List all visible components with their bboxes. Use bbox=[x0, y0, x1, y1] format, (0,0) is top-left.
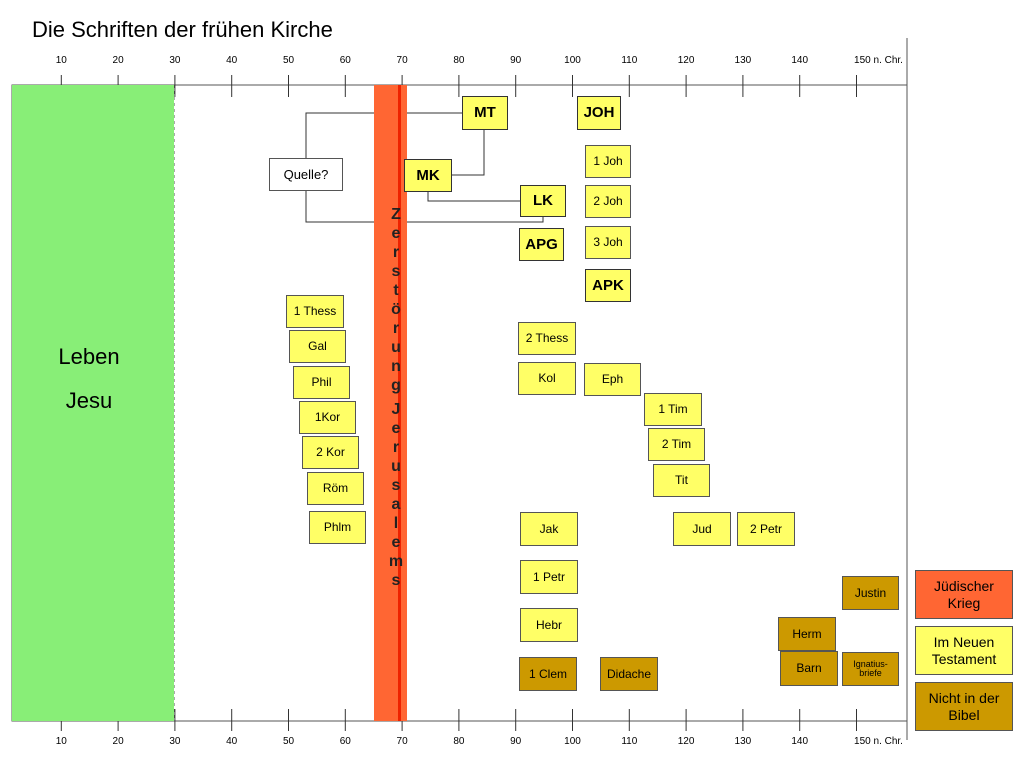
life-of-jesus-line2: Jesu bbox=[65, 388, 113, 413]
tick-label-bottom-30: 30 bbox=[169, 736, 181, 747]
writing-box-mk: MK bbox=[404, 159, 452, 192]
legend-item-war: Jüdischer Krieg bbox=[915, 570, 1013, 619]
writing-box-2joh: 2 Joh bbox=[585, 185, 631, 218]
tick-label-top-40: 40 bbox=[226, 55, 238, 66]
life-of-jesus-label: Leben Jesu bbox=[12, 335, 166, 423]
destruction-year-line bbox=[398, 85, 401, 721]
axis-ticks-top bbox=[60, 75, 857, 97]
writing-box-tit: Tit bbox=[653, 464, 710, 497]
dependency-lines bbox=[305, 112, 544, 223]
writing-box-barn: Barn bbox=[780, 651, 838, 686]
writing-box-kol: Kol bbox=[518, 362, 576, 395]
tick-label-top-140: 140 bbox=[791, 55, 809, 66]
tick-label-top-150: 150 n. Chr. bbox=[854, 55, 903, 66]
line-mk-mt bbox=[452, 130, 485, 176]
writing-box-justin: Justin bbox=[842, 576, 899, 610]
tick-label-top-80: 80 bbox=[453, 55, 465, 66]
writing-box-mt: MT bbox=[462, 96, 508, 130]
tick-label-top-130: 130 bbox=[734, 55, 752, 66]
writing-box-3joh: 3 Joh bbox=[585, 226, 631, 259]
writing-box-phlm: Phlm bbox=[309, 511, 366, 544]
writing-box-roem: Röm bbox=[307, 472, 364, 505]
tick-label-top-110: 110 bbox=[621, 55, 638, 66]
tick-label-top-30: 30 bbox=[169, 55, 181, 66]
tick-label-top-100: 100 bbox=[564, 55, 581, 66]
writing-box-jak: Jak bbox=[520, 512, 578, 546]
tick-label-top-20: 20 bbox=[112, 55, 124, 66]
writing-box-didache: Didache bbox=[600, 657, 658, 691]
tick-label-bottom-10: 10 bbox=[55, 736, 67, 747]
line-quelle-mt bbox=[305, 112, 462, 162]
writing-box-1petr: 1 Petr bbox=[520, 560, 578, 594]
tick-label-top-90: 90 bbox=[510, 55, 522, 66]
writing-box-2thess: 2 Thess bbox=[518, 322, 576, 355]
tick-label-bottom-60: 60 bbox=[339, 736, 351, 747]
writing-box-ignatiusbriefe: Ignatius-briefe bbox=[842, 652, 899, 686]
tick-label-top-120: 120 bbox=[677, 55, 695, 66]
writing-box-apg: APG bbox=[519, 228, 564, 261]
legend-item-new-testament: Im Neuen Testament bbox=[915, 626, 1013, 675]
tick-label-bottom-40: 40 bbox=[226, 736, 238, 747]
tick-label-bottom-140: 140 bbox=[791, 736, 809, 747]
writing-box-gal: Gal bbox=[289, 330, 346, 363]
writing-box-1thess: 1 Thess bbox=[286, 295, 344, 328]
tick-label-bottom-90: 90 bbox=[510, 736, 522, 747]
source-box-quelle: Quelle? bbox=[269, 158, 343, 191]
writing-box-2petr: 2 Petr bbox=[737, 512, 795, 546]
writing-box-lk: LK bbox=[520, 185, 566, 217]
diagram-title: Die Schriften der frühen Kirche bbox=[32, 17, 333, 42]
tick-label-top-50: 50 bbox=[282, 55, 295, 66]
tick-label-bottom-130: 130 bbox=[734, 736, 752, 747]
tick-label-bottom-100: 100 bbox=[564, 736, 581, 747]
writing-box-1kor: 1Kor bbox=[299, 401, 356, 434]
writing-box-jud: Jud bbox=[673, 512, 731, 546]
line-mk-lk bbox=[427, 192, 520, 202]
tick-label-bottom-150: 150 n. Chr. bbox=[854, 736, 903, 747]
writing-box-apk: APK bbox=[585, 269, 631, 302]
writing-box-2tim: 2 Tim bbox=[648, 428, 705, 461]
writing-box-1tim: 1 Tim bbox=[644, 393, 702, 426]
writing-box-joh: JOH bbox=[577, 96, 621, 130]
writing-box-2kor: 2 Kor bbox=[302, 436, 359, 469]
writing-box-1joh: 1 Joh bbox=[585, 145, 631, 178]
tick-label-bottom-110: 110 bbox=[621, 736, 638, 747]
destruction-band bbox=[374, 85, 407, 721]
tick-label-top-70: 70 bbox=[396, 55, 408, 66]
tick-label-bottom-80: 80 bbox=[453, 736, 465, 747]
writing-box-herm: Herm bbox=[778, 617, 836, 651]
legend-item-not-in-bible: Nicht in der Bibel bbox=[915, 682, 1013, 731]
tick-label-top-60: 60 bbox=[339, 55, 351, 66]
life-of-jesus-line1: Leben bbox=[58, 344, 120, 369]
writing-box-hebr: Hebr bbox=[520, 608, 578, 642]
tick-label-top-10: 10 bbox=[55, 55, 67, 66]
tick-label-bottom-70: 70 bbox=[396, 736, 408, 747]
tick-label-bottom-20: 20 bbox=[112, 736, 124, 747]
writing-box-1clem: 1 Clem bbox=[519, 657, 577, 691]
writing-box-phil: Phil bbox=[293, 366, 350, 399]
axis-ticks-bottom bbox=[60, 709, 857, 731]
tick-label-bottom-120: 120 bbox=[677, 736, 695, 747]
life-of-jesus-band bbox=[12, 85, 174, 721]
tick-label-bottom-50: 50 bbox=[282, 736, 295, 747]
writing-box-eph: Eph bbox=[584, 363, 641, 396]
line-quelle-lk bbox=[305, 190, 544, 223]
